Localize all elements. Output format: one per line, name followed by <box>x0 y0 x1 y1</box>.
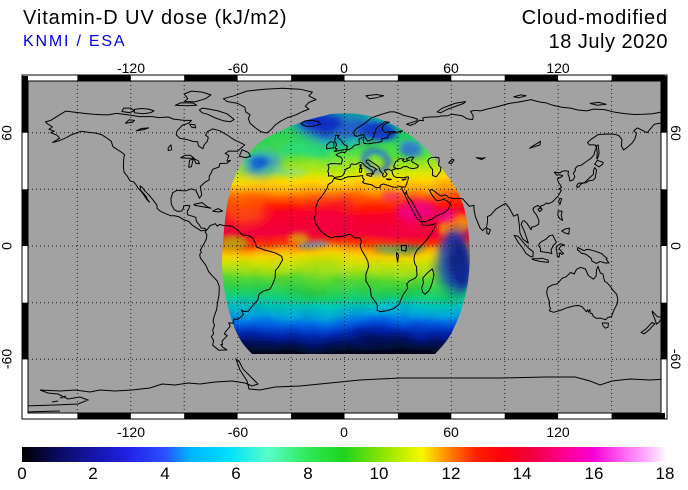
svg-text:60: 60 <box>668 125 684 141</box>
svg-text:0: 0 <box>340 424 348 440</box>
svg-text:-60: -60 <box>228 60 248 76</box>
svg-text:60: 60 <box>0 125 15 141</box>
svg-text:120: 120 <box>546 424 570 440</box>
svg-text:-60: -60 <box>228 424 248 440</box>
svg-text:-60: -60 <box>668 349 684 369</box>
svg-text:0: 0 <box>0 242 15 250</box>
svg-text:60: 60 <box>443 60 459 76</box>
svg-text:120: 120 <box>546 60 570 76</box>
svg-text:0: 0 <box>668 242 684 250</box>
svg-text:0: 0 <box>340 60 348 76</box>
svg-text:60: 60 <box>443 424 459 440</box>
svg-text:-120: -120 <box>117 60 145 76</box>
svg-text:-60: -60 <box>0 349 15 369</box>
svg-text:-120: -120 <box>117 424 145 440</box>
